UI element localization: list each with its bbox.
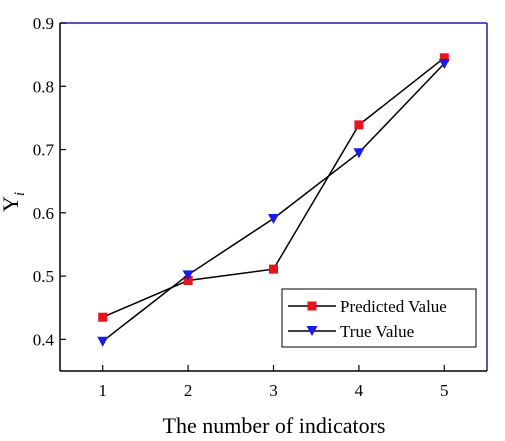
y-axis-title-main: Y: [0, 196, 23, 212]
legend-marker-true: [306, 326, 318, 336]
legend-item-true: True Value: [288, 322, 414, 341]
series-line: [102, 57, 445, 318]
legend-label-true: True Value: [340, 322, 414, 341]
series-layer: [97, 53, 450, 347]
data-point: [438, 58, 450, 69]
data-point: [98, 312, 108, 322]
x-tick-label: 5: [440, 381, 449, 400]
series-true: [97, 58, 450, 347]
data-point: [269, 264, 278, 274]
y-tick-label: 0.5: [33, 267, 54, 286]
data-point: [97, 336, 109, 347]
y-axis-title-subscript: i: [12, 192, 28, 196]
data-point: [268, 214, 279, 225]
x-axis-title: The number of indicators: [163, 413, 386, 438]
data-point: [354, 120, 364, 130]
y-tick-label: 0.8: [33, 77, 54, 96]
x-tick-label: 2: [184, 381, 193, 400]
y-axis-ticks: 0.4 0.5 0.6 0.7 0.8 0.9: [33, 14, 66, 349]
legend: Predicted Value True Value: [281, 288, 477, 348]
data-point: [439, 53, 449, 63]
legend-box: [281, 288, 477, 348]
x-tick-label: 4: [355, 381, 364, 400]
y-tick-label: 0.9: [33, 14, 54, 33]
legend-marker-predicted: [307, 301, 317, 311]
x-tick-label: 3: [269, 381, 278, 400]
x-axis-ticks: 1 2 3 4 5: [98, 365, 449, 400]
y-tick-label: 0.4: [33, 330, 55, 349]
data-point: [183, 276, 193, 286]
series-predicted: [98, 53, 449, 322]
data-point: [353, 148, 365, 159]
legend-item-predicted: Predicted Value: [288, 297, 447, 316]
y-tick-label: 0.6: [33, 204, 54, 223]
data-point: [182, 270, 194, 281]
y-tick-label: 0.7: [33, 141, 55, 160]
x-tick-label: 1: [98, 381, 107, 400]
y-axis-title: Yi: [0, 192, 28, 212]
legend-label-predicted: Predicted Value: [340, 297, 447, 316]
